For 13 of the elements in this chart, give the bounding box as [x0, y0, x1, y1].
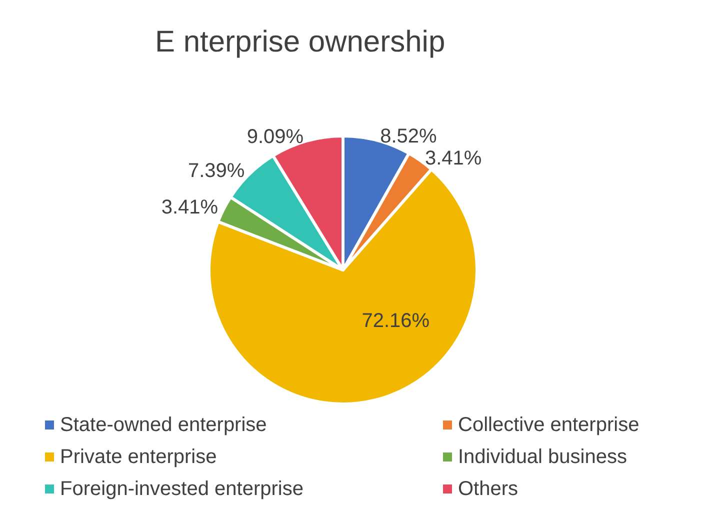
legend-label: Foreign-invested enterprise	[60, 478, 304, 500]
data-label: 3.41%	[161, 196, 218, 218]
legend-label: Private enterprise	[60, 446, 217, 468]
legend-label: Individual business	[458, 446, 627, 468]
chart-title: E nterprise ownership	[155, 26, 446, 58]
data-label: 3.41%	[424, 148, 482, 170]
data-label: 9.09%	[246, 126, 304, 148]
data-label: 7.39%	[188, 160, 245, 182]
legend-label: State-owned enterprise	[60, 414, 267, 436]
legend-label: Collective enterprise	[458, 414, 640, 436]
legend-label: Others	[458, 478, 518, 500]
data-label: 72.16%	[362, 310, 430, 332]
data-label: 8.52%	[380, 126, 438, 148]
